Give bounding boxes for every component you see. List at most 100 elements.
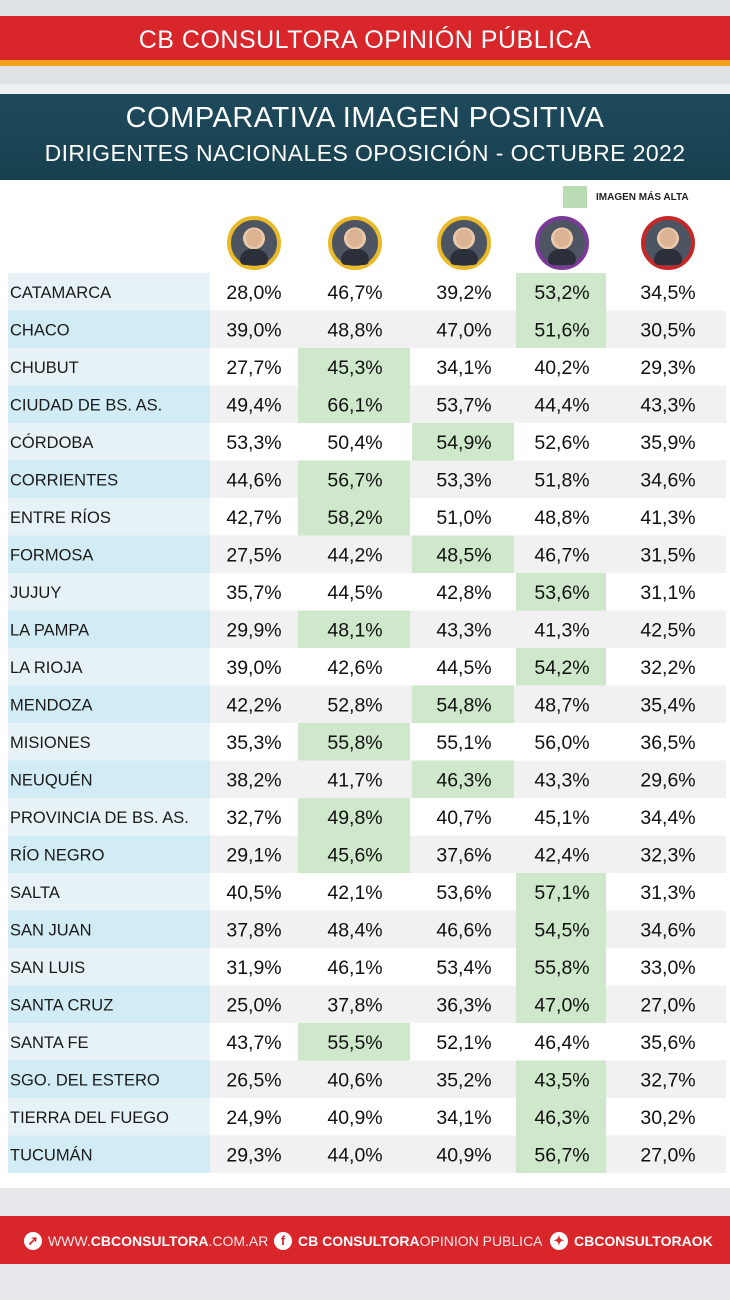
value-label: 37,6% [436, 844, 491, 866]
value-label: 24,9% [226, 1107, 281, 1129]
highlight-cell [298, 610, 410, 648]
value-label: 55,8% [534, 957, 589, 979]
value-label: 56,7% [327, 469, 382, 491]
highlight-cell [298, 498, 410, 536]
table-row: LA RIOJA 39,0% 42,6% 44,5% 54,2% 32,2% [8, 648, 726, 686]
row-background [210, 910, 726, 948]
table-row: LA PAMPA 29,9% 48,1% 43,3% 41,3% 42,5% [8, 610, 726, 648]
value-label: 26,5% [226, 1069, 281, 1091]
value-label: 42,8% [436, 582, 491, 604]
table-row: SGO. DEL ESTERO 26,5% 40,6% 35,2% 43,5% 32,7% [8, 1060, 726, 1098]
value-label: 43,5% [534, 1069, 589, 1091]
province-cell [8, 648, 210, 686]
value-label: 25,0% [226, 994, 281, 1016]
highlight-cell [298, 385, 410, 423]
value-label: 31,5% [640, 544, 695, 566]
row-background [210, 648, 726, 686]
province-label: CHACO [10, 321, 70, 339]
value-label: 41,3% [640, 507, 695, 529]
row-background [210, 385, 726, 423]
facebook-icon: f [274, 1232, 292, 1250]
value-label: 45,6% [327, 844, 382, 866]
legend-swatch [563, 186, 587, 208]
value-label: 55,1% [436, 732, 491, 754]
table-row: CORRIENTES 44,6% 56,7% 53,3% 51,8% 34,6% [8, 460, 726, 498]
avatar-face [246, 229, 262, 247]
footer-facebook[interactable]: f CB CONSULTORA OPINION PUBLICA [274, 1232, 543, 1250]
row-background [210, 873, 726, 911]
province-label: CHUBUT [10, 359, 79, 377]
value-label: 39,2% [436, 282, 491, 304]
province-label: NEUQUÉN [10, 770, 93, 789]
highlight-cell [298, 723, 410, 761]
value-label: 31,3% [640, 882, 695, 904]
value-label: 52,1% [436, 1032, 491, 1054]
province-cell [8, 1060, 210, 1098]
province-label: MENDOZA [10, 696, 93, 714]
table-row: CÓRDOBA 53,3% 50,4% 54,9% 52,6% 35,9% [8, 423, 726, 461]
value-label: 42,2% [226, 694, 281, 716]
row-background [210, 1060, 726, 1098]
province-label: ENTRE RÍOS [10, 508, 111, 527]
footer-twitter[interactable]: ✦ CBCONSULTORAOK [550, 1232, 713, 1250]
row-background [210, 948, 726, 986]
value-label: 40,5% [226, 882, 281, 904]
value-label: 43,3% [534, 769, 589, 791]
row-background [210, 460, 726, 498]
value-label: 47,0% [534, 994, 589, 1016]
header-band [0, 94, 730, 180]
province-cell [8, 423, 210, 461]
table-row: CHACO 39,0% 48,8% 47,0% 51,6% 30,5% [8, 310, 726, 348]
province-cell [8, 460, 210, 498]
province-cell [8, 273, 210, 311]
row-background [210, 310, 726, 348]
table-row: FORMOSA 27,5% 44,2% 48,5% 46,7% 31,5% [8, 535, 726, 573]
value-label: 54,5% [534, 919, 589, 941]
row-background [210, 985, 726, 1023]
table-row: ENTRE RÍOS 42,7% 58,2% 51,0% 48,8% 41,3% [8, 498, 726, 536]
value-label: 40,9% [436, 1144, 491, 1166]
value-label: 56,7% [534, 1144, 589, 1166]
row-background [210, 610, 726, 648]
footer-website[interactable]: ➚ WWW. CBCONSULTORA .COM.AR [24, 1232, 268, 1250]
province-label: CIUDAD DE BS. AS. [10, 396, 162, 414]
table-row: PROVINCIA DE BS. AS. 32,7% 49,8% 40,7% 45,1%… [8, 798, 726, 836]
twitter-icon: ✦ [550, 1232, 568, 1250]
table-row: SAN JUAN 37,8% 48,4% 46,6% 54,5% 34,6% [8, 910, 726, 948]
value-label: 34,4% [640, 807, 695, 829]
province-label: LA PAMPA [10, 621, 89, 639]
table-row: CHUBUT 27,7% 45,3% 34,1% 40,2% 29,3% [8, 348, 726, 386]
chart-subtitle: DIRIGENTES NACIONALES OPOSICIÓN - OCTUBR… [44, 140, 686, 166]
table-row: SANTA FE 43,7% 55,5% 52,1% 46,4% 35,6% [8, 1023, 726, 1061]
avatar-body [450, 249, 478, 265]
value-label: 46,4% [534, 1032, 589, 1054]
table-row: MENDOZA 42,2% 52,8% 54,8% 48,7% 35,4% [8, 685, 726, 723]
value-label: 54,2% [534, 657, 589, 679]
value-label: 35,2% [436, 1069, 491, 1091]
row-background [210, 723, 726, 761]
value-label: 38,2% [226, 769, 281, 791]
value-label: 53,3% [436, 469, 491, 491]
value-label: 39,0% [226, 319, 281, 341]
value-label: 32,7% [226, 807, 281, 829]
province-label: SALTA [10, 884, 60, 902]
province-label: TUCUMÁN [10, 1145, 93, 1164]
table-row: TIERRA DEL FUEGO 24,9% 40,9% 34,1% 46,3% 30,2… [8, 1098, 726, 1136]
province-cell [8, 535, 210, 573]
value-label: 30,2% [640, 1107, 695, 1129]
value-label: 40,9% [327, 1107, 382, 1129]
value-label: 32,7% [640, 1069, 695, 1091]
value-label: 58,2% [327, 507, 382, 529]
province-cell [8, 760, 210, 798]
value-label: 42,4% [534, 844, 589, 866]
province-label: TIERRA DEL FUEGO [10, 1109, 169, 1127]
value-label: 52,6% [534, 432, 589, 454]
cursor-click-icon: ➚ [24, 1232, 42, 1250]
province-label: FORMOSA [10, 546, 93, 564]
value-label: 53,3% [226, 432, 281, 454]
value-label: 46,7% [534, 544, 589, 566]
avatar-body [548, 249, 576, 265]
province-cell [8, 310, 210, 348]
highlight-cell [516, 948, 606, 986]
province-label: PROVINCIA DE BS. AS. [10, 809, 189, 827]
